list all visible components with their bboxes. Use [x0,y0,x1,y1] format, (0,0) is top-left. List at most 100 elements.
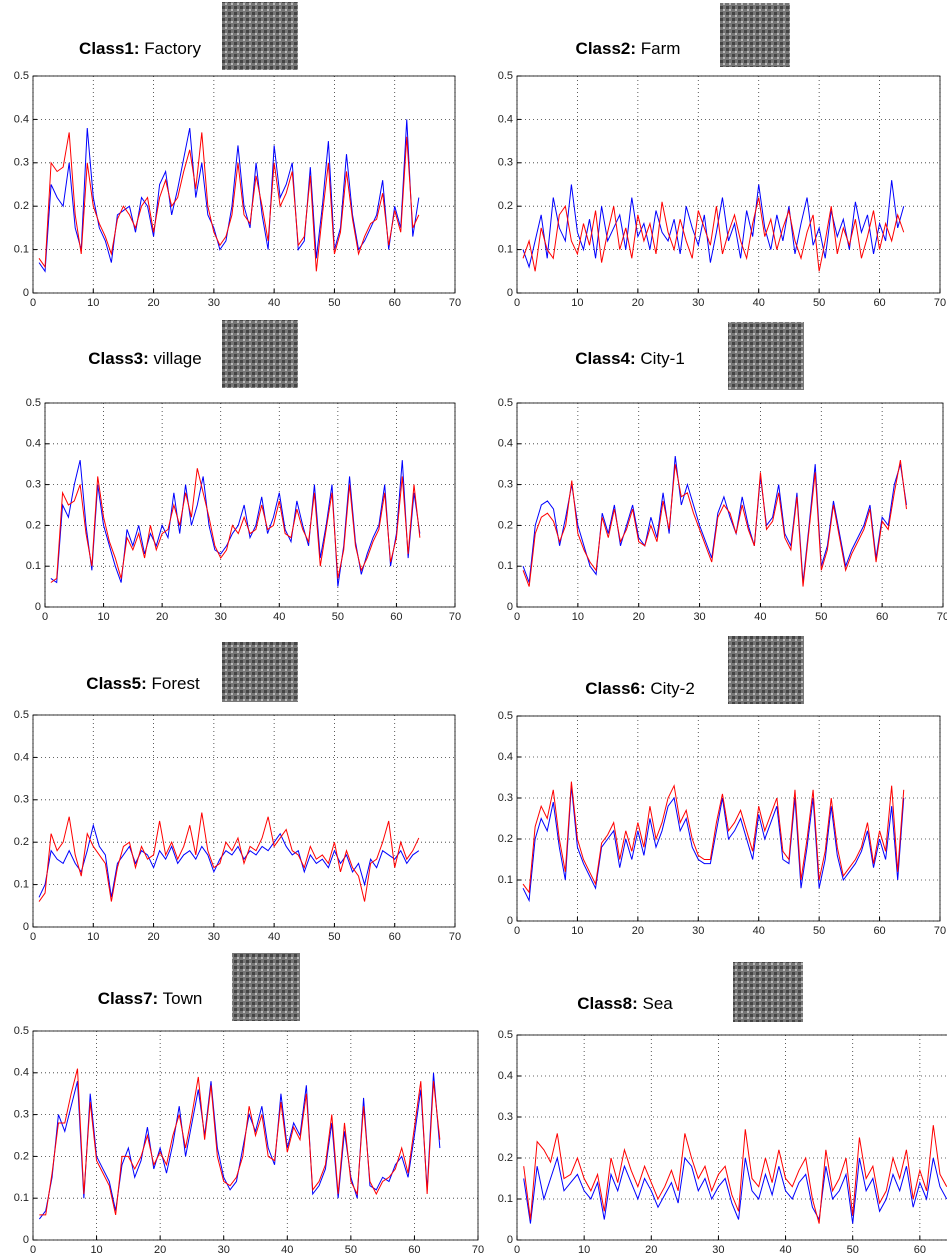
y-tick-label: 0.2 [498,519,513,531]
x-tick-label: 60 [389,297,401,309]
x-tick-label: 70 [449,297,461,309]
y-tick-label: 0.5 [498,1029,513,1041]
title-text: Sea [642,994,673,1013]
series-line [522,460,907,587]
x-tick-label: 40 [753,297,765,309]
x-tick-label: 20 [632,925,644,937]
plot-area [33,715,455,927]
x-tick-label: 50 [328,297,340,309]
y-tick-label: 0.2 [14,200,29,212]
plot-area [45,403,455,607]
x-tick-label: 10 [578,1244,590,1256]
x-tick-label: 60 [873,297,885,309]
x-tick-label: 10 [87,931,99,943]
y-tick-label: 0.5 [498,710,513,722]
y-tick-label: 0.2 [498,200,513,212]
thumbnail [728,636,804,704]
y-tick-label: 0.4 [498,1070,513,1082]
y-tick-label: 0.3 [14,794,29,806]
x-tick-label: 40 [281,1244,293,1256]
x-tick-label: 40 [268,297,280,309]
x-tick-label: 30 [208,931,220,943]
y-tick-label: 0.5 [14,1025,29,1037]
y-tick-label: 0 [507,915,513,927]
x-tick-label: 10 [571,925,583,937]
title-label: Class1: [79,39,139,58]
x-tick-label: 0 [30,931,36,943]
y-tick-label: 0 [507,287,513,299]
y-tick-label: 0.1 [14,244,29,256]
y-tick-label: 0.5 [26,397,41,409]
plot-area [517,1035,947,1240]
y-tick-label: 0 [507,601,513,613]
title-label: Class4: [575,349,635,368]
y-tick-label: 0.4 [14,113,29,125]
thumbnail [733,962,803,1022]
chart-title: Class4: City-1 [575,349,685,368]
y-tick-label: 0.5 [498,70,513,82]
series-line [523,1125,947,1224]
y-tick-label: 0.3 [26,479,41,491]
x-tick-label: 30 [692,925,704,937]
x-tick-label: 20 [147,931,159,943]
plot-area [517,403,943,607]
thumbnail [222,642,298,702]
x-tick-label: 40 [779,1244,791,1256]
x-tick-label: 70 [472,1244,484,1256]
x-tick-label: 40 [273,611,285,623]
title-label: Class3: [88,349,148,368]
x-tick-label: 30 [218,1244,230,1256]
chart-title: Class2: Farm [576,39,681,58]
title-text: City-1 [640,349,684,368]
y-tick-label: 0.5 [14,709,29,721]
title-label: Class2: [576,39,636,58]
x-tick-label: 70 [449,611,461,623]
x-tick-label: 0 [30,1244,36,1256]
series-line [522,785,905,903]
chart-title: Class6: City-2 [585,679,695,698]
series-line [50,468,421,583]
x-tick-label: 0 [514,1244,520,1256]
series-line [522,781,905,894]
x-tick-label: 10 [97,611,109,623]
x-tick-label: 70 [934,297,946,309]
x-tick-label: 30 [692,297,704,309]
thumbnail [232,953,300,1021]
plot-area [517,716,940,921]
thumbnail [222,2,298,70]
y-tick-label: 0.3 [498,1111,513,1123]
title-text: Town [163,989,203,1008]
y-tick-label: 0.4 [498,751,513,763]
title-text: Farm [641,39,681,58]
plot-area [517,76,940,293]
y-tick-label: 0.2 [26,519,41,531]
y-tick-label: 0.1 [14,879,29,891]
x-tick-label: 30 [693,611,705,623]
plot-frame [32,714,456,928]
y-tick-label: 0.2 [14,1150,29,1162]
x-tick-label: 50 [813,297,825,309]
x-tick-label: 0 [514,925,520,937]
series-line [39,1068,441,1216]
plot-frame [516,1034,947,1241]
x-tick-label: 0 [514,297,520,309]
title-text: Factory [144,39,201,58]
series-line [38,812,420,902]
chart-title: Class1: Factory [79,39,201,58]
x-tick-label: 0 [42,611,48,623]
chart-title: Class3: village [88,349,201,368]
y-tick-label: 0.3 [498,792,513,804]
x-tick-label: 20 [156,611,168,623]
y-tick-label: 0.1 [498,244,513,256]
x-tick-label: 60 [390,611,402,623]
y-tick-label: 0.1 [498,560,513,572]
y-tick-label: 0 [23,287,29,299]
y-tick-label: 0.4 [26,438,41,450]
x-tick-label: 40 [268,931,280,943]
title-text: village [154,349,202,368]
x-tick-label: 70 [937,611,947,623]
y-tick-label: 0.2 [14,836,29,848]
y-tick-label: 0.5 [498,397,513,409]
